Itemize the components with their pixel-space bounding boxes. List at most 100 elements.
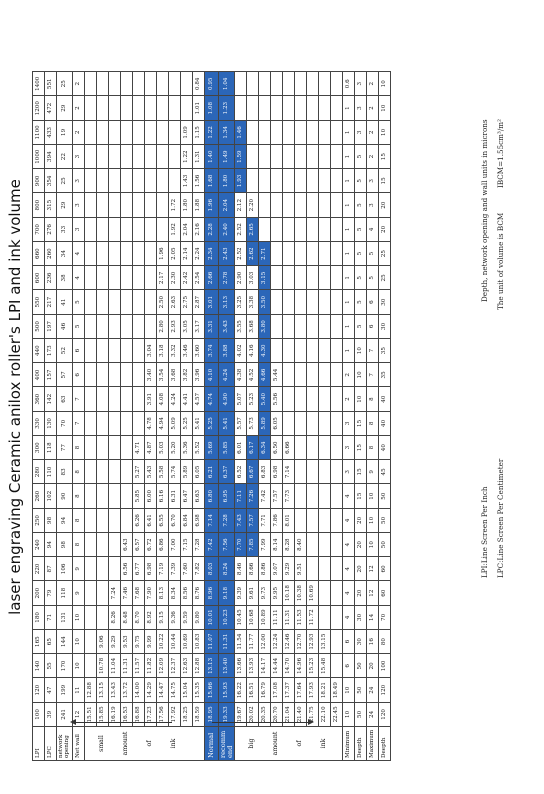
table-cell	[306, 411, 319, 436]
table-cell: 8	[72, 459, 85, 484]
table-cell	[282, 290, 295, 315]
table-cell: 1.22	[180, 144, 193, 169]
table-cell: 10.69	[306, 581, 319, 606]
table-cell: 98	[56, 532, 73, 557]
table-cell: 900	[32, 168, 45, 193]
table-cell: 13.40	[218, 653, 235, 678]
table-cell: 110	[44, 459, 57, 484]
table-cell: 7	[72, 411, 85, 436]
table-cell	[306, 241, 319, 266]
table-cell	[282, 96, 295, 121]
table-cell: 8	[366, 435, 379, 460]
table-cell	[318, 96, 331, 121]
table-cell: 41	[56, 290, 73, 315]
table-cell: 8	[72, 508, 85, 533]
table-cell	[108, 290, 121, 315]
table-cell: 8	[366, 411, 379, 436]
table-cell: 3	[72, 193, 85, 218]
table-cell: 16.79	[258, 678, 271, 703]
table-cell	[270, 71, 283, 96]
table-cell: 7.14	[204, 508, 219, 533]
table-cell	[294, 411, 307, 436]
table-cell	[96, 168, 109, 193]
table-cell: 77	[56, 435, 73, 460]
table-cell: 1	[342, 265, 355, 290]
table-cell: 12.70	[294, 629, 307, 654]
table-cell: 8.86	[258, 556, 271, 581]
table-cell	[96, 193, 109, 218]
table-cell	[132, 144, 145, 169]
row-big-1-label: big	[246, 726, 259, 761]
row-big-0: 19.67 16.22 13.66 11.54 10.45 9.39 8.46 7.70 7.4…	[234, 71, 247, 761]
table-cell: 2.17	[156, 265, 169, 290]
table-cell	[156, 120, 169, 145]
table-cell: 2.87	[192, 290, 205, 315]
table-cell: 20	[354, 556, 367, 581]
table-cell: 3.96	[192, 362, 205, 387]
table-cell: 3	[72, 168, 85, 193]
table-cell: 3.50	[258, 290, 271, 315]
table-cell: 65	[44, 629, 57, 654]
table-cell	[306, 314, 319, 339]
table-cell: 15.66	[204, 678, 219, 703]
table-cell: 12.46	[282, 629, 295, 654]
footer-volume: The unit of volume is BCM	[496, 212, 505, 310]
table-cell	[306, 120, 319, 145]
table-cell	[282, 338, 295, 363]
table-cell	[306, 71, 319, 96]
table-cell: 1	[342, 241, 355, 266]
table-cell: 17.93	[306, 678, 319, 703]
table-cell	[96, 265, 109, 290]
table-cell: 7.82	[192, 556, 205, 581]
row-maximum: Maximum 24 24 20 16 14 12 12 10 10 10 9 8 8 8 7 7 6 6 5 5 4 3 3…	[366, 71, 379, 761]
table-cell: 5.25	[204, 411, 219, 436]
table-cell: 29	[56, 193, 73, 218]
table-cell: 7.26	[246, 484, 259, 509]
table-cell: 10.44	[168, 629, 181, 654]
table-cell	[282, 71, 295, 96]
table-cell: 2	[366, 144, 379, 169]
table-cell	[180, 96, 193, 121]
table-cell	[96, 411, 109, 436]
table-cell: 7.71	[258, 508, 271, 533]
table-cell: 16.22	[234, 678, 247, 703]
table-cell: 22	[56, 144, 73, 169]
table-cell	[270, 168, 283, 193]
table-cell: 60	[378, 581, 391, 606]
table-cell: 6.56	[120, 556, 133, 581]
table-cell	[144, 144, 157, 169]
table-cell: 50	[354, 702, 367, 727]
table-cell: 8.40	[294, 532, 307, 557]
table-cell: 10.69	[180, 629, 193, 654]
table-cell	[294, 362, 307, 387]
table-cell: 11.77	[246, 629, 259, 654]
table-cell: 10	[354, 338, 367, 363]
table-cell: 12.88	[192, 653, 205, 678]
table-cell	[306, 362, 319, 387]
small-arrow-up	[70, 719, 172, 725]
table-cell	[306, 193, 319, 218]
table-cell	[96, 217, 109, 242]
table-cell: 10	[378, 120, 391, 145]
table-cell	[84, 653, 97, 678]
table-cell: 2.42	[180, 265, 193, 290]
table-cell	[330, 362, 343, 387]
table-cell	[282, 120, 295, 145]
table-cell: 4.02	[234, 338, 247, 363]
table-cell: 12	[366, 581, 379, 606]
table-cell: 46	[56, 314, 73, 339]
table-cell	[96, 96, 109, 121]
table-cell: 0.84	[192, 71, 205, 96]
table-cell: 9.61	[246, 581, 259, 606]
table-cell: 6.70	[168, 508, 181, 533]
table-cell: 4.16	[246, 338, 259, 363]
table-cell: 10.45	[234, 605, 247, 630]
table-cell: 8.01	[282, 508, 295, 533]
table-cell: 1.43	[180, 168, 193, 193]
table-cell: 6.95	[218, 484, 235, 509]
table-cell: 2.75	[180, 290, 193, 315]
table-cell: 118	[56, 581, 73, 606]
table-cell: 3	[342, 459, 355, 484]
table-cell: 3.60	[192, 338, 205, 363]
table-cell: 50	[378, 484, 391, 509]
